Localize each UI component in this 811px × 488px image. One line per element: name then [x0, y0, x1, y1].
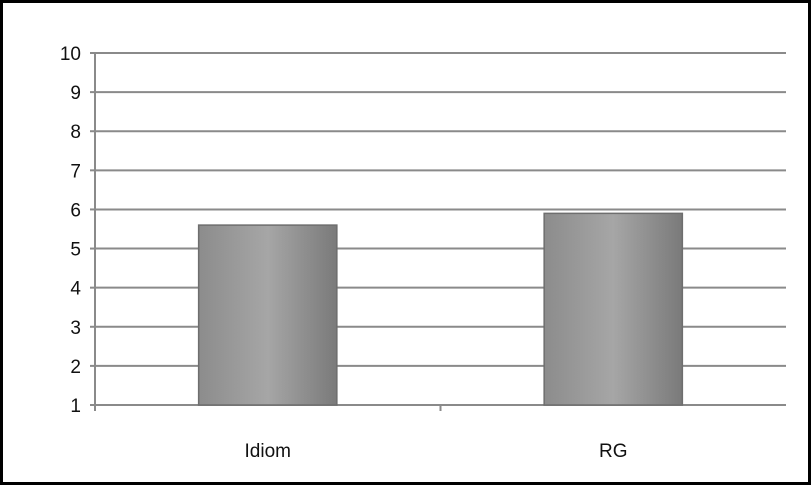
y-tick-label: 4 [70, 279, 81, 300]
y-tick-label: 7 [70, 161, 81, 182]
bar-idiom [197, 224, 338, 406]
y-tick-label: 1 [70, 396, 81, 417]
y-tick-label: 6 [70, 200, 81, 221]
x-tick-label-rg: RG [599, 441, 628, 462]
y-tick-label: 8 [70, 122, 81, 143]
y-tick-labels: 1 2 3 4 5 6 7 8 9 10 [60, 44, 82, 417]
y-tick-label: 10 [60, 44, 81, 65]
bar-rg [543, 212, 684, 406]
y-tick-label: 3 [70, 318, 81, 339]
x-tick-label-idiom: Idiom [245, 441, 291, 462]
x-tick-labels: Idiom RG [245, 441, 628, 462]
y-tick-label: 9 [70, 83, 81, 104]
bar-chart: 1 2 3 4 5 6 7 8 9 10 Idiom RG [60, 44, 786, 462]
bars [197, 212, 684, 406]
y-tick-label: 2 [70, 357, 81, 378]
y-tick-label: 5 [70, 240, 81, 261]
